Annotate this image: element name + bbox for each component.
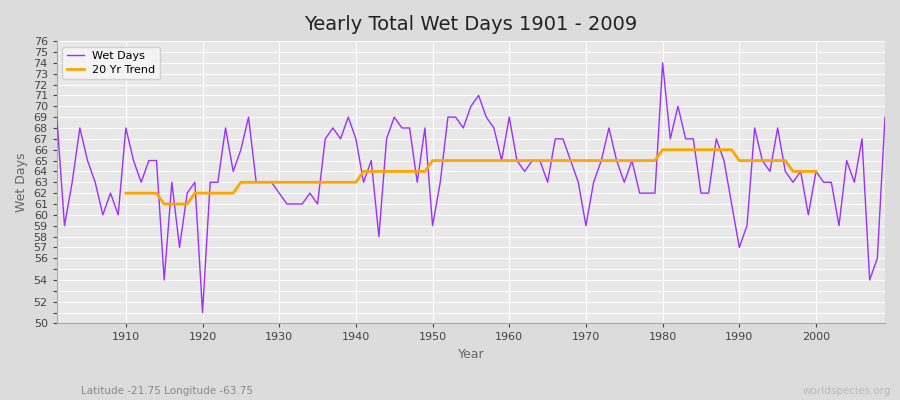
20 Yr Trend [803, 169, 814, 174]
Wet Days [604, 126, 615, 130]
Y-axis label: Wet Days: Wet Days [15, 152, 28, 212]
Legend: Wet Days, 20 Yr Trend: Wet Days, 20 Yr Trend [62, 47, 160, 79]
Wet Days [879, 115, 890, 120]
Title: Yearly Total Wet Days 1901 - 2009: Yearly Total Wet Days 1901 - 2009 [304, 15, 637, 34]
20 Yr Trend [657, 147, 668, 152]
20 Yr Trend [811, 169, 822, 174]
Wet Days [289, 202, 300, 206]
20 Yr Trend [121, 191, 131, 196]
Wet Days [197, 310, 208, 315]
Wet Days [112, 212, 123, 217]
Wet Days [51, 115, 62, 120]
20 Yr Trend [289, 180, 300, 185]
Wet Days [335, 136, 346, 141]
Wet Days [657, 60, 668, 65]
Wet Days [504, 115, 515, 120]
Line: Wet Days: Wet Days [57, 63, 885, 312]
Line: 20 Yr Trend: 20 Yr Trend [126, 150, 816, 204]
X-axis label: Year: Year [457, 348, 484, 361]
20 Yr Trend [718, 147, 729, 152]
20 Yr Trend [526, 158, 537, 163]
Text: Latitude -21.75 Longitude -63.75: Latitude -21.75 Longitude -63.75 [81, 386, 253, 396]
Wet Days [511, 158, 522, 163]
20 Yr Trend [304, 180, 315, 185]
Text: worldspecies.org: worldspecies.org [803, 386, 891, 396]
20 Yr Trend [158, 202, 169, 206]
20 Yr Trend [212, 191, 223, 196]
